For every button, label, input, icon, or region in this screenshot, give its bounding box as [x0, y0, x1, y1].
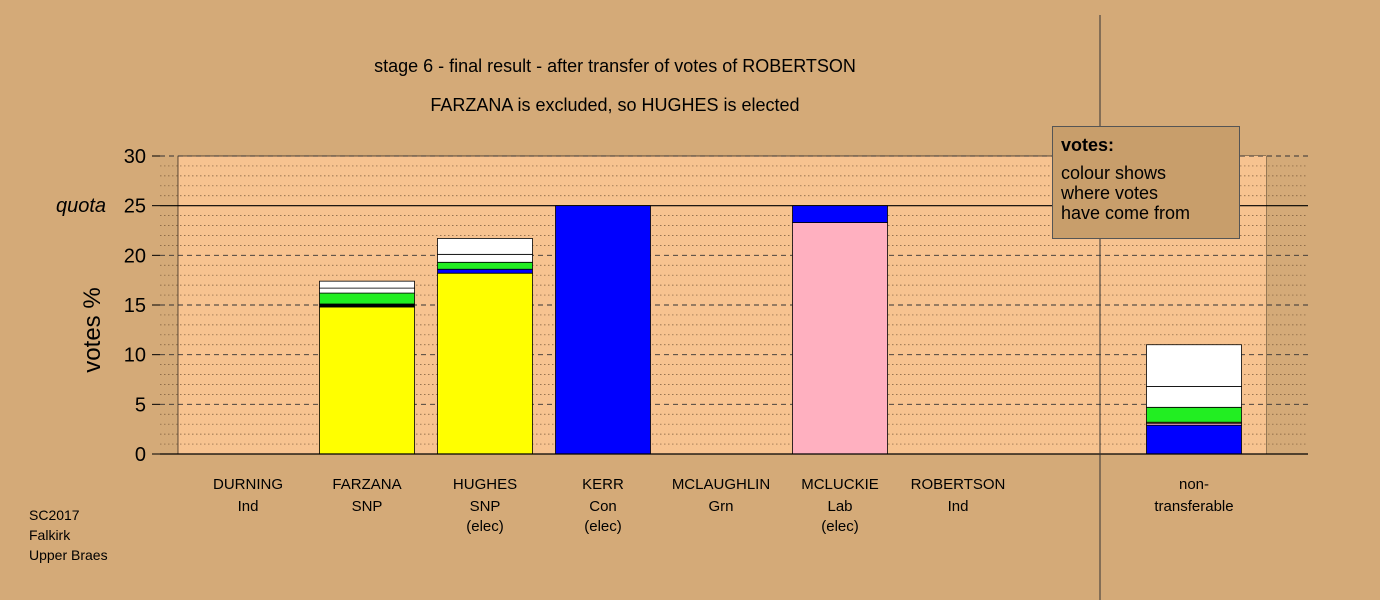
bar-hughes-segment [437, 238, 533, 255]
x-label-party: Con [589, 498, 617, 515]
x-label-party: Ind [238, 498, 259, 515]
y-tick-label: 25 [124, 196, 146, 218]
x-label-non-transferable: non- [1179, 476, 1209, 493]
x-label-status: (elec) [584, 518, 622, 535]
chart-subtitle: FARZANA is excluded, so HUGHES is electe… [430, 95, 799, 115]
x-label-status: (elec) [821, 518, 859, 535]
legend-title: votes: [1061, 135, 1115, 155]
legend: votes: colour shows where votes have com… [1052, 126, 1240, 239]
bars [319, 205, 1242, 455]
bar-kerr-segment [555, 205, 651, 455]
x-label-name: MCLUCKIE [801, 476, 879, 493]
labels: 0 5 10 15 20 25 30 DURNING Ind FARZANA SNP HUGHES SN… [124, 146, 1234, 535]
source-line: SC2017 [29, 507, 80, 523]
bar-non-transferable-segment [1146, 344, 1242, 387]
legend-line: where votes [1061, 183, 1159, 203]
y-tick-label: 5 [135, 394, 146, 416]
bar-non-transferable-segment [1146, 386, 1242, 408]
axes [152, 15, 1308, 600]
x-label-party: Grn [708, 498, 733, 515]
x-label-name: KERR [582, 476, 624, 493]
bar-farzana-segment [319, 287, 415, 294]
x-label-name: DURNING [213, 476, 283, 493]
y-tick-label: 30 [124, 146, 146, 168]
y-tick-label: 10 [124, 345, 146, 367]
y-tick-label: 15 [124, 295, 146, 317]
bar-hughes-segment [437, 272, 533, 455]
x-label-party: SNP [352, 498, 383, 515]
source-note: SC2017 Falkirk Upper Braes [29, 505, 108, 565]
x-label-name: ROBERTSON [911, 476, 1006, 493]
y-axis-label: votes % [79, 287, 106, 372]
legend-line: colour shows [1061, 163, 1167, 183]
x-label-party: Ind [948, 498, 969, 515]
legend-line: have come from [1061, 203, 1191, 223]
x-label-name: MCLAUGHLIN [672, 476, 770, 493]
bar-farzana-segment [319, 280, 415, 289]
y-tick-label: 20 [124, 245, 146, 267]
x-label-non-transferable: transferable [1154, 498, 1233, 515]
source-line: Falkirk [29, 527, 71, 543]
bar-farzana-segment [319, 303, 415, 308]
bar-hughes-segment [437, 261, 533, 270]
source-line: Upper Braes [29, 547, 108, 563]
bar-farzana-segment [319, 306, 415, 455]
x-label-party: Lab [827, 498, 852, 515]
x-label-name: HUGHES [453, 476, 517, 493]
bar-mcluckie-segment [792, 222, 888, 455]
bar-hughes-segment [437, 268, 533, 274]
x-label-status: (elec) [466, 518, 504, 535]
bar-non-transferable-segment [1146, 406, 1242, 423]
quota-label: quota [56, 195, 106, 217]
x-label-name: FARZANA [332, 476, 401, 493]
chart-title: stage 6 - final result - after transfer … [374, 56, 856, 76]
y-tick-label: 0 [135, 444, 146, 466]
bar-farzana-segment [319, 292, 415, 305]
x-label-party: SNP [470, 498, 501, 515]
bar-hughes-segment [437, 253, 533, 263]
bar-mcluckie-segment [792, 205, 888, 223]
bar-non-transferable-segment [1146, 424, 1242, 455]
